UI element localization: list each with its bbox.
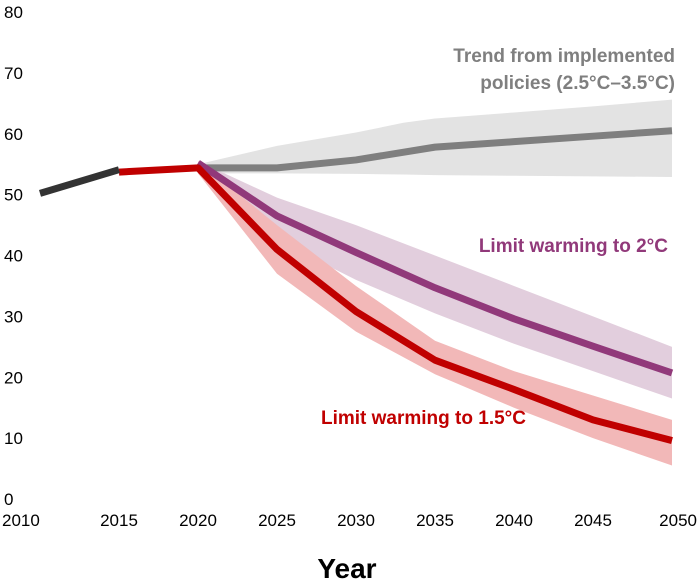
x-tick-label: 2015 bbox=[100, 511, 138, 530]
line-limit-warming-to-1-5-c bbox=[118, 164, 673, 444]
y-tick-label: 0 bbox=[4, 490, 13, 509]
trend-label-line1: Trend from implemented bbox=[453, 46, 675, 67]
x-axis-title: Year bbox=[317, 553, 376, 584]
band-trend-from-implemented-policies-2-5-c-3-5-c bbox=[198, 99, 672, 177]
line-historical bbox=[38, 166, 121, 197]
y-tick-label: 10 bbox=[4, 429, 23, 448]
y-tick-label: 60 bbox=[4, 125, 23, 144]
one-five-degree-label: Limit warming to 1.5°C bbox=[321, 408, 526, 429]
band-limit-warming-to-1-5-c bbox=[198, 161, 672, 466]
x-tick-label: 2025 bbox=[258, 511, 296, 530]
x-tick-label: 2030 bbox=[337, 511, 375, 530]
y-tick-label: 30 bbox=[4, 307, 23, 326]
band-limit-warming-to-2-c bbox=[198, 161, 672, 399]
x-tick-label: 2010 bbox=[2, 511, 40, 530]
y-axis-ticks: 0 10 20 30 40 50 60 70 80 bbox=[4, 3, 23, 509]
y-tick-label: 80 bbox=[4, 3, 23, 22]
series-lines bbox=[38, 127, 674, 444]
y-tick-label: 20 bbox=[4, 368, 23, 387]
x-tick-label: 2050 bbox=[659, 511, 697, 530]
line-limit-warming-to-2-c bbox=[196, 160, 674, 377]
x-tick-label: 2020 bbox=[179, 511, 217, 530]
y-tick-label: 50 bbox=[4, 186, 23, 205]
line-trend-from-implemented-policies-2-5-c-3-5-c bbox=[198, 127, 673, 172]
x-tick-label: 2045 bbox=[574, 511, 612, 530]
trend-label-line2: policies (2.5°C–3.5°C) bbox=[480, 73, 675, 94]
x-tick-label: 2040 bbox=[495, 511, 533, 530]
y-tick-label: 70 bbox=[4, 64, 23, 83]
uncertainty-bands bbox=[198, 99, 672, 466]
y-tick-label: 40 bbox=[4, 247, 23, 266]
x-tick-label: 2035 bbox=[416, 511, 454, 530]
x-axis-ticks: 2010 2015 2020 2025 2030 2035 2040 2045 2050 bbox=[2, 511, 697, 530]
two-degree-label: Limit warming to 2°C bbox=[479, 236, 668, 257]
